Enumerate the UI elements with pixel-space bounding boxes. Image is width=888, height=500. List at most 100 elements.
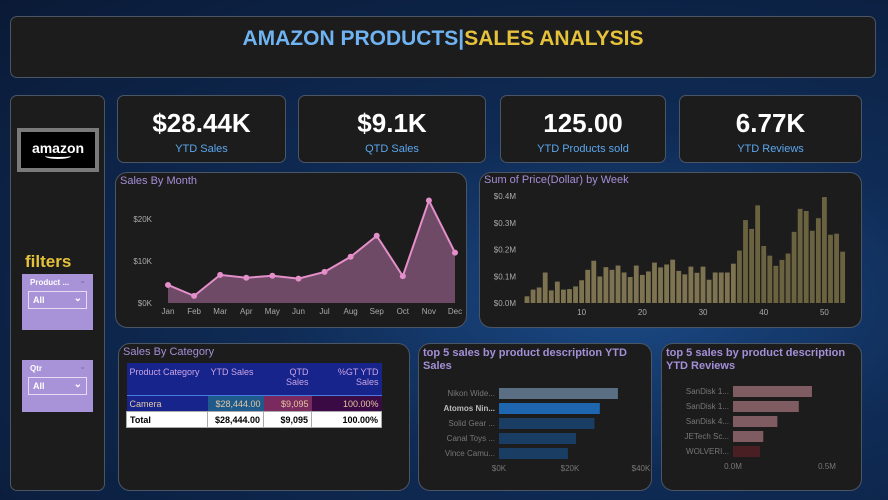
data-point [321, 268, 328, 275]
title-part2: SALES ANALYSIS [464, 27, 644, 50]
x-tick-label: Nov [422, 307, 436, 316]
week-bar [573, 286, 578, 303]
column-header-sorted[interactable]: %GT YTD Sales [311, 363, 382, 396]
sales-by-month-chart: $0K $10K $20K Jan Feb Mar Apr May Jun Jul Aug Sep Oc… [133, 197, 462, 316]
amazon-logo: amazon [17, 128, 99, 172]
week-bar [743, 220, 748, 303]
week-bar [755, 205, 761, 303]
kpi-qtd-sales: $9.1K QTD Sales [298, 95, 486, 163]
bar [499, 448, 568, 459]
header-panel: AMAZON PRODUCTS|SALES ANALYSIS [10, 16, 876, 78]
week-bar [591, 260, 597, 303]
bar [733, 401, 799, 412]
column-header[interactable]: QTD Sales [263, 363, 312, 396]
x-tick-label: Jul [319, 307, 329, 316]
week-bar [791, 231, 797, 303]
x-tick-label: $0K [492, 464, 507, 473]
top5-sales-chart: Nikon Wide... Atomos Nin... Solid Gear ...… [443, 388, 651, 473]
week-bar [542, 272, 548, 303]
data-point [373, 232, 380, 239]
week-bar [652, 262, 657, 303]
week-bar [609, 269, 615, 303]
data-point [269, 272, 276, 279]
dropdown-value: All [33, 295, 45, 305]
week-bar [737, 250, 742, 303]
week-bar [828, 234, 833, 303]
x-tick-label: $20K [561, 464, 580, 473]
x-tick-label: Apr [240, 307, 253, 316]
category-label: JETech Sc... [685, 432, 729, 441]
week-bar [639, 274, 645, 303]
kpi-ytd-products-sold: 125.00 YTD Products sold [500, 95, 666, 163]
cell: 100.00% [311, 411, 382, 428]
week-bar [548, 290, 554, 303]
week-bar [700, 266, 706, 303]
week-bar [840, 251, 846, 303]
week-bar [730, 263, 736, 303]
amazon-smile-icon [45, 153, 71, 159]
logo-text: amazon [31, 140, 85, 156]
x-tick-label: Mar [213, 307, 227, 316]
qtr-dropdown[interactable]: All ⌄ [28, 377, 87, 395]
qtr-slicer[interactable]: Qtr ⌄ All ⌄ [22, 360, 93, 412]
chart-title: Sum of Price(Dollar) by Week [484, 174, 629, 186]
x-tick-label: May [265, 307, 280, 316]
week-bar [688, 266, 694, 303]
filters-label: filters [25, 252, 72, 271]
column-header[interactable]: Product Category [126, 363, 208, 396]
slicer-label: Product ... [30, 278, 70, 287]
bar [499, 433, 577, 444]
x-tick-label: 30 [699, 308, 708, 317]
bar [733, 386, 812, 397]
chevron-down-icon[interactable]: ⌄ [79, 276, 86, 285]
chevron-down-icon[interactable]: ⌄ [79, 362, 86, 371]
data-point [191, 292, 198, 299]
product-dropdown[interactable]: All ⌄ [28, 291, 87, 309]
week-bar [834, 233, 839, 303]
week-bar [603, 267, 609, 303]
kpi-label: YTD Reviews [737, 143, 804, 155]
category-label: Nikon Wide... [447, 389, 495, 398]
bar [733, 431, 764, 442]
week-bar [803, 210, 809, 303]
x-tick-label: Jun [292, 307, 305, 316]
series-line [167, 197, 456, 298]
data-point [452, 249, 458, 256]
y-tick-label: $0.3M [494, 219, 517, 228]
week-bar [670, 259, 676, 303]
category-label: WOLVERI... [686, 447, 729, 456]
week-bar [561, 289, 566, 303]
week-bar [706, 279, 712, 303]
week-bar [524, 296, 530, 303]
data-point [295, 275, 302, 282]
title-separator: | [458, 27, 465, 50]
week-bar [621, 272, 627, 303]
week-bar [797, 208, 803, 303]
price-by-week-chart: $0.0M $0.1M $0.2M $0.3M $0.4M 10 20 30 40 50 [494, 192, 846, 317]
bar [499, 418, 595, 429]
week-bar [597, 276, 603, 303]
y-tick-label: $0.4M [494, 192, 517, 201]
product-slicer[interactable]: Product ... ⌄ All ⌄ [22, 274, 93, 330]
kpi-ytd-sales: $28.44K YTD Sales [117, 95, 286, 163]
y-tick-label: $10K [133, 257, 152, 266]
chevron-down-icon: ⌄ [73, 379, 82, 390]
slicer-label: Qtr [30, 364, 42, 373]
category-label: Vince Camu... [445, 449, 495, 458]
cell: $28,444.00 [207, 395, 264, 412]
cell: Total [126, 411, 208, 428]
data-point [217, 271, 224, 278]
week-bar [718, 272, 724, 303]
week-bar [536, 287, 542, 303]
week-bar [694, 272, 700, 303]
column-header[interactable]: YTD Sales [207, 363, 264, 396]
cell: $9,095 [263, 411, 312, 428]
x-tick-label: 0.0M [724, 462, 742, 471]
week-bar [682, 274, 688, 303]
table-title: Sales By Category [123, 346, 215, 358]
top5-reviews-chart: SanDisk 1... SanDisk 1... SanDisk 4... JETe… [685, 386, 836, 471]
category-label: Canal Toys ... [447, 434, 495, 443]
table-total-row: Total $28,444.00 $9,095 100.00% [126, 411, 382, 428]
x-tick-label: Sep [370, 307, 385, 316]
bar [733, 416, 778, 427]
